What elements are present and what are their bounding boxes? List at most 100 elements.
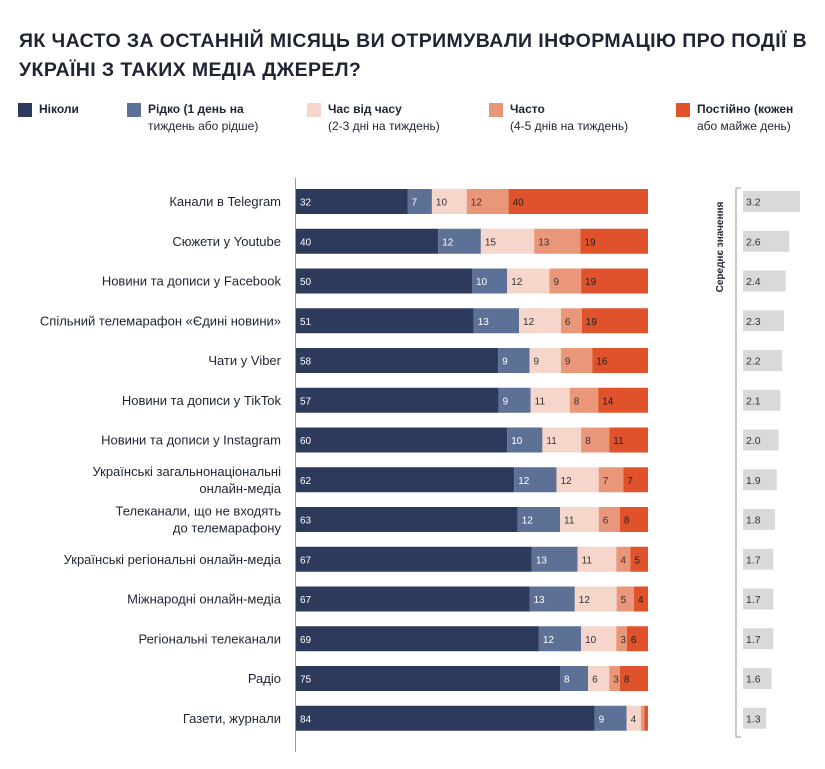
data-label: 11 bbox=[582, 555, 593, 566]
bar-segment bbox=[508, 189, 648, 214]
data-label: 8 bbox=[624, 675, 630, 686]
category-label: Новини та дописи у TikTok bbox=[122, 393, 282, 408]
bar-segment bbox=[507, 268, 550, 294]
category-label: Новини та дописи у Facebook bbox=[102, 274, 282, 289]
category-label: Українські загальнонаціональні bbox=[92, 464, 281, 479]
bar-segment bbox=[592, 348, 648, 373]
data-label: 57 bbox=[300, 396, 312, 407]
bar-segment bbox=[560, 666, 589, 691]
legend-swatch bbox=[127, 103, 141, 117]
data-label: 13 bbox=[538, 237, 550, 248]
data-label: 67 bbox=[300, 595, 312, 606]
bar-segment bbox=[556, 467, 599, 493]
category-label: Новини та дописи у Instagram bbox=[101, 433, 281, 448]
data-label: 11 bbox=[564, 516, 575, 527]
bar-segment bbox=[560, 507, 599, 532]
legend-label: Постійно (кожен bbox=[697, 102, 794, 116]
data-label: 11 bbox=[546, 436, 557, 447]
data-label: 58 bbox=[300, 357, 312, 368]
bar-segment bbox=[581, 626, 617, 652]
bar-segment bbox=[634, 586, 648, 612]
data-label: 3 bbox=[613, 675, 619, 686]
bar-segment bbox=[580, 228, 648, 254]
bar-segment bbox=[581, 427, 610, 453]
average-bar bbox=[743, 389, 781, 411]
bar-segment bbox=[296, 467, 515, 493]
data-label: 13 bbox=[536, 555, 548, 566]
bar-segment bbox=[588, 666, 610, 691]
data-label: 8 bbox=[624, 516, 630, 527]
data-label: 7 bbox=[627, 476, 633, 487]
bar-segment bbox=[296, 507, 518, 532]
data-label: 6 bbox=[565, 317, 571, 328]
average-bar bbox=[743, 429, 779, 451]
bar-segment bbox=[616, 626, 627, 652]
data-label: 19 bbox=[584, 237, 596, 248]
bar-segment bbox=[519, 308, 561, 334]
bar-segment bbox=[530, 387, 570, 413]
average-label: 2.0 bbox=[746, 435, 761, 447]
average-bar bbox=[743, 230, 790, 252]
bar-segment bbox=[507, 427, 543, 453]
average-bar bbox=[743, 509, 776, 530]
bar-segment bbox=[619, 666, 648, 691]
bar-segment bbox=[296, 348, 499, 373]
category-label: онлайн-медіа bbox=[199, 481, 281, 496]
legend-item-constantly: Постійно (кожен або майже день) bbox=[676, 101, 793, 135]
average-label: 3.2 bbox=[746, 197, 761, 209]
bar-segment bbox=[296, 666, 560, 691]
bar-segment bbox=[431, 189, 467, 214]
average-bar bbox=[743, 588, 774, 610]
average-bar bbox=[743, 707, 767, 729]
data-label: 10 bbox=[585, 635, 597, 646]
bar-segment bbox=[480, 228, 535, 254]
bar-segment bbox=[626, 705, 641, 731]
data-label: 19 bbox=[586, 317, 598, 328]
legend-swatch bbox=[489, 103, 503, 117]
bar-segment bbox=[296, 308, 474, 334]
bar-segment bbox=[531, 546, 578, 572]
bar-segment bbox=[581, 308, 648, 334]
category-label: Сюжети у Youtube bbox=[172, 234, 281, 249]
bar-segment bbox=[594, 705, 627, 731]
data-label: 32 bbox=[300, 198, 312, 209]
data-label: 69 bbox=[300, 635, 312, 646]
data-label: 9 bbox=[599, 714, 605, 725]
legend-item-sometimes: Час від часу (2-3 дні на тиждень) bbox=[307, 101, 440, 135]
average-label: 2.3 bbox=[746, 316, 761, 328]
average-label: 1.8 bbox=[746, 515, 761, 527]
legend-swatch bbox=[307, 103, 321, 117]
bar-segment bbox=[466, 189, 509, 214]
average-bar bbox=[743, 191, 800, 212]
average-bar bbox=[743, 270, 786, 292]
category-label: Телеканали, що не входять bbox=[116, 504, 282, 519]
average-label: 1.7 bbox=[746, 594, 761, 606]
category-label: Канали в Telegram bbox=[169, 194, 281, 209]
bar-segment bbox=[598, 507, 620, 532]
data-label: 12 bbox=[523, 317, 535, 328]
data-label: 19 bbox=[585, 277, 597, 288]
bar-segment bbox=[472, 268, 508, 294]
bar-segment bbox=[542, 427, 582, 453]
data-label: 9 bbox=[553, 277, 559, 288]
average-label: 2.1 bbox=[746, 395, 761, 407]
legend-item-often: Часто (4-5 днів на тиждень) bbox=[489, 101, 628, 135]
data-label: 8 bbox=[585, 436, 591, 447]
chart-title: ЯК ЧАСТО ЗА ОСТАННІЙ МІСЯЦЬ ВИ ОТРИМУВАЛ… bbox=[19, 30, 808, 81]
bar-segment bbox=[296, 427, 508, 453]
legend-sublabel: або майже день) bbox=[697, 119, 791, 133]
bar-segment bbox=[407, 189, 432, 214]
data-label: 51 bbox=[300, 317, 312, 328]
average-bracket bbox=[735, 187, 741, 738]
average-label: 1.6 bbox=[746, 674, 761, 686]
data-label: 7 bbox=[412, 198, 418, 209]
legend-item-never: Ніколи bbox=[18, 101, 79, 118]
bar-segment bbox=[644, 705, 648, 731]
average-label: 1.7 bbox=[746, 554, 761, 566]
category-label: до телемарафону bbox=[173, 521, 282, 536]
average-bar bbox=[743, 469, 777, 491]
bar-segment bbox=[517, 507, 560, 532]
average-bar bbox=[743, 350, 783, 371]
data-label: 75 bbox=[300, 675, 312, 686]
